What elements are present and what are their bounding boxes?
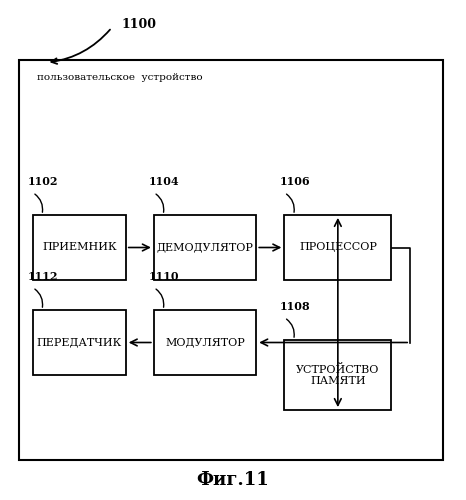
Text: Фиг.11: Фиг.11 <box>197 471 269 489</box>
Text: 1110: 1110 <box>149 272 179 282</box>
Text: 1104: 1104 <box>149 176 180 188</box>
Text: ПЕРЕДАТЧИК: ПЕРЕДАТЧИК <box>37 338 122 347</box>
Text: пользовательское  устройство: пользовательское устройство <box>37 73 203 82</box>
Text: 1106: 1106 <box>280 176 310 188</box>
Text: ПРИЕМНИК: ПРИЕМНИК <box>42 242 116 252</box>
Text: ПРОЦЕССОР: ПРОЦЕССОР <box>299 242 377 252</box>
Bar <box>33 215 126 280</box>
Bar <box>33 310 126 375</box>
Bar <box>154 310 256 375</box>
Bar <box>284 340 391 410</box>
Text: МОДУЛЯТОР: МОДУЛЯТОР <box>165 338 245 347</box>
Text: 1100: 1100 <box>121 18 156 30</box>
Text: 1112: 1112 <box>28 272 58 282</box>
Text: 1102: 1102 <box>28 176 58 188</box>
Text: УСТРОЙСТВО
ПАМЯТИ: УСТРОЙСТВО ПАМЯТИ <box>296 364 379 386</box>
Bar <box>284 215 391 280</box>
Text: 1108: 1108 <box>280 302 310 312</box>
FancyBboxPatch shape <box>19 60 443 460</box>
Text: ДЕМОДУЛЯТОР: ДЕМОДУЛЯТОР <box>157 242 254 252</box>
Bar <box>154 215 256 280</box>
